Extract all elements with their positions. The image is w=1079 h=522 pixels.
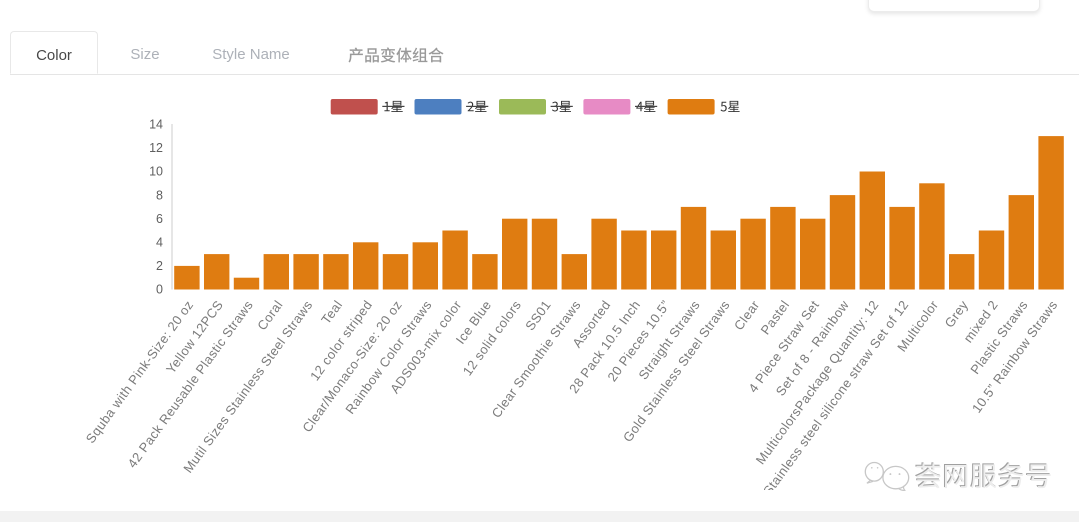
svg-text:Grey: Grey — [941, 297, 971, 330]
svg-text:4: 4 — [156, 236, 163, 250]
svg-text:6: 6 — [156, 212, 163, 226]
svg-text:2: 2 — [156, 259, 163, 273]
svg-text:10: 10 — [149, 165, 163, 179]
svg-text:0: 0 — [156, 283, 163, 297]
svg-text:14: 14 — [149, 118, 163, 132]
svg-text:Teal: Teal — [318, 297, 345, 326]
svg-text:Squba with Pink-Size: 20 oz: Squba with Pink-Size: 20 oz — [83, 297, 197, 446]
svg-text:12: 12 — [149, 141, 163, 155]
svg-text:42 Pack Reusable Plastic Straw: 42 Pack Reusable Plastic Straws — [124, 297, 256, 470]
svg-text:8: 8 — [156, 188, 163, 202]
